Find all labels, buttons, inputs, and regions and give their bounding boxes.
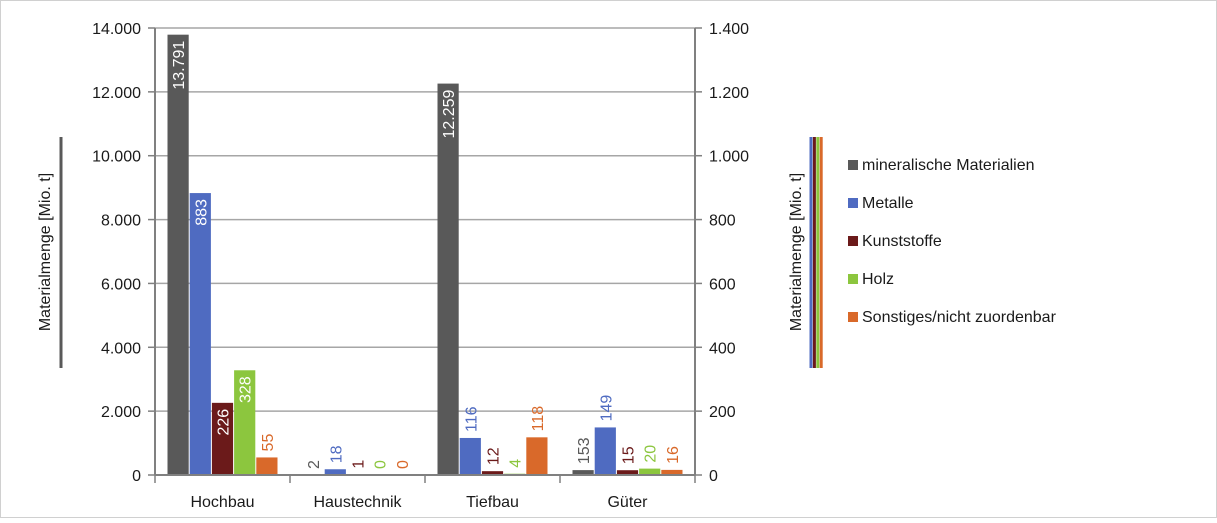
value-label: 18 bbox=[328, 445, 345, 463]
legend-swatch bbox=[848, 312, 858, 322]
legend-swatch bbox=[848, 198, 858, 208]
value-label: 0 bbox=[373, 460, 390, 469]
category-label: Güter bbox=[607, 494, 648, 511]
bar bbox=[595, 427, 616, 475]
value-label: 149 bbox=[598, 395, 615, 422]
value-label: 16 bbox=[665, 446, 682, 464]
right-tick-label: 0 bbox=[709, 468, 718, 485]
legend-label: Kunststoffe bbox=[862, 233, 942, 250]
legend-label: mineralische Materialien bbox=[862, 157, 1035, 174]
left-tick-label: 0 bbox=[132, 468, 141, 485]
value-label: 0 bbox=[395, 460, 412, 469]
value-label: 12 bbox=[486, 447, 503, 465]
value-label: 153 bbox=[576, 437, 593, 464]
bar bbox=[526, 437, 547, 475]
value-label: 883 bbox=[193, 199, 210, 226]
left-tick-label: 10.000 bbox=[92, 149, 141, 166]
value-label: 226 bbox=[216, 409, 233, 436]
left-tick-label: 2.000 bbox=[101, 404, 141, 421]
right-tick-label: 400 bbox=[709, 340, 736, 357]
left-tick-label: 6.000 bbox=[101, 276, 141, 293]
left-tick-label: 8.000 bbox=[101, 213, 141, 230]
value-label: 20 bbox=[643, 445, 660, 463]
bar bbox=[168, 35, 189, 475]
category-label: Haustechnik bbox=[313, 494, 402, 511]
value-label: 328 bbox=[238, 376, 255, 403]
value-label: 118 bbox=[530, 406, 547, 432]
right-tick-label: 800 bbox=[709, 213, 736, 230]
left-tick-label: 14.000 bbox=[92, 21, 141, 38]
legend-swatch bbox=[848, 160, 858, 170]
value-label: 13.791 bbox=[171, 41, 188, 90]
left-tick-label: 12.000 bbox=[92, 85, 141, 102]
legend-swatch bbox=[848, 236, 858, 246]
bar bbox=[190, 193, 211, 475]
legend-label: Metalle bbox=[862, 195, 914, 212]
bar bbox=[438, 84, 459, 475]
value-label: 116 bbox=[463, 406, 480, 432]
left-tick-label: 4.000 bbox=[101, 340, 141, 357]
right-tick-label: 1.000 bbox=[709, 149, 749, 166]
right-tick-label: 1.200 bbox=[709, 85, 749, 102]
right-tick-label: 1.400 bbox=[709, 21, 749, 38]
category-label: Tiefbau bbox=[466, 494, 519, 511]
legend-label: Sonstiges/nicht zuordenbar bbox=[862, 309, 1057, 326]
right-axis-title: Materialmenge [Mio. t] bbox=[788, 173, 805, 331]
legend-label: Holz bbox=[862, 271, 894, 288]
category-label: Hochbau bbox=[190, 494, 254, 511]
legend-swatch bbox=[848, 274, 858, 284]
value-label: 15 bbox=[621, 446, 638, 464]
bar bbox=[460, 438, 481, 475]
value-label: 1 bbox=[351, 460, 368, 469]
right-tick-label: 600 bbox=[709, 276, 736, 293]
value-label: 2 bbox=[306, 460, 323, 469]
value-label: 55 bbox=[260, 434, 277, 452]
value-label: 4 bbox=[508, 459, 525, 468]
value-label: 12.259 bbox=[441, 89, 458, 138]
bar bbox=[256, 457, 277, 475]
left-axis-title: Materialmenge [Mio. t] bbox=[37, 173, 54, 331]
right-tick-label: 200 bbox=[709, 404, 736, 421]
